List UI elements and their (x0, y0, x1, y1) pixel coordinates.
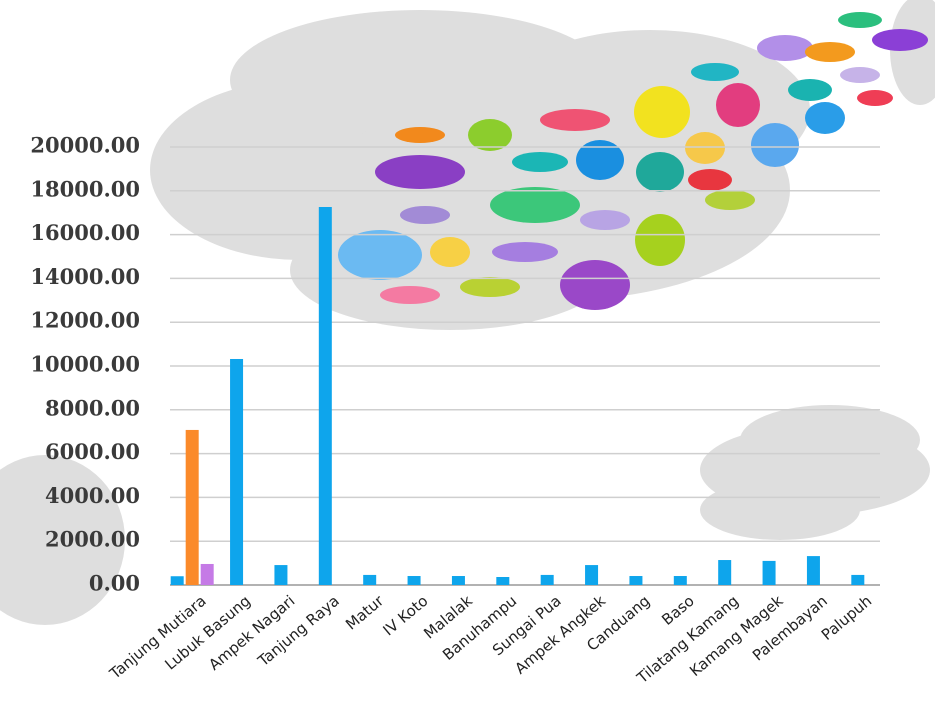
bar (629, 576, 643, 585)
bar (585, 565, 599, 585)
y-tick-label: 14000.00 (30, 264, 140, 289)
fish-decoration (338, 12, 928, 310)
bar (363, 574, 377, 585)
bar (540, 574, 554, 585)
bar (185, 429, 199, 585)
bar (200, 563, 214, 585)
bar (851, 574, 865, 585)
y-tick-label: 16000.00 (30, 220, 140, 245)
y-tick-label: 20000.00 (30, 133, 140, 158)
y-tick-label: 8000.00 (45, 395, 140, 420)
bar (806, 556, 820, 585)
bar (496, 577, 510, 585)
y-tick-label: 10000.00 (30, 352, 140, 377)
y-tick-label: 4000.00 (45, 483, 140, 508)
bar (673, 576, 687, 585)
y-tick-label: 0.00 (89, 571, 140, 596)
bar (451, 576, 465, 585)
bar (718, 560, 732, 585)
bar (318, 207, 332, 586)
x-tick-label: Palupuh (818, 592, 875, 644)
y-tick-label: 18000.00 (30, 176, 140, 201)
y-tick-label: 12000.00 (30, 308, 140, 333)
bar (274, 565, 288, 585)
y-tick-label: 6000.00 (45, 439, 140, 464)
bar (762, 560, 776, 585)
bar (230, 358, 244, 585)
bar (407, 576, 421, 585)
bar (170, 576, 184, 585)
y-tick-label: 2000.00 (45, 527, 140, 552)
